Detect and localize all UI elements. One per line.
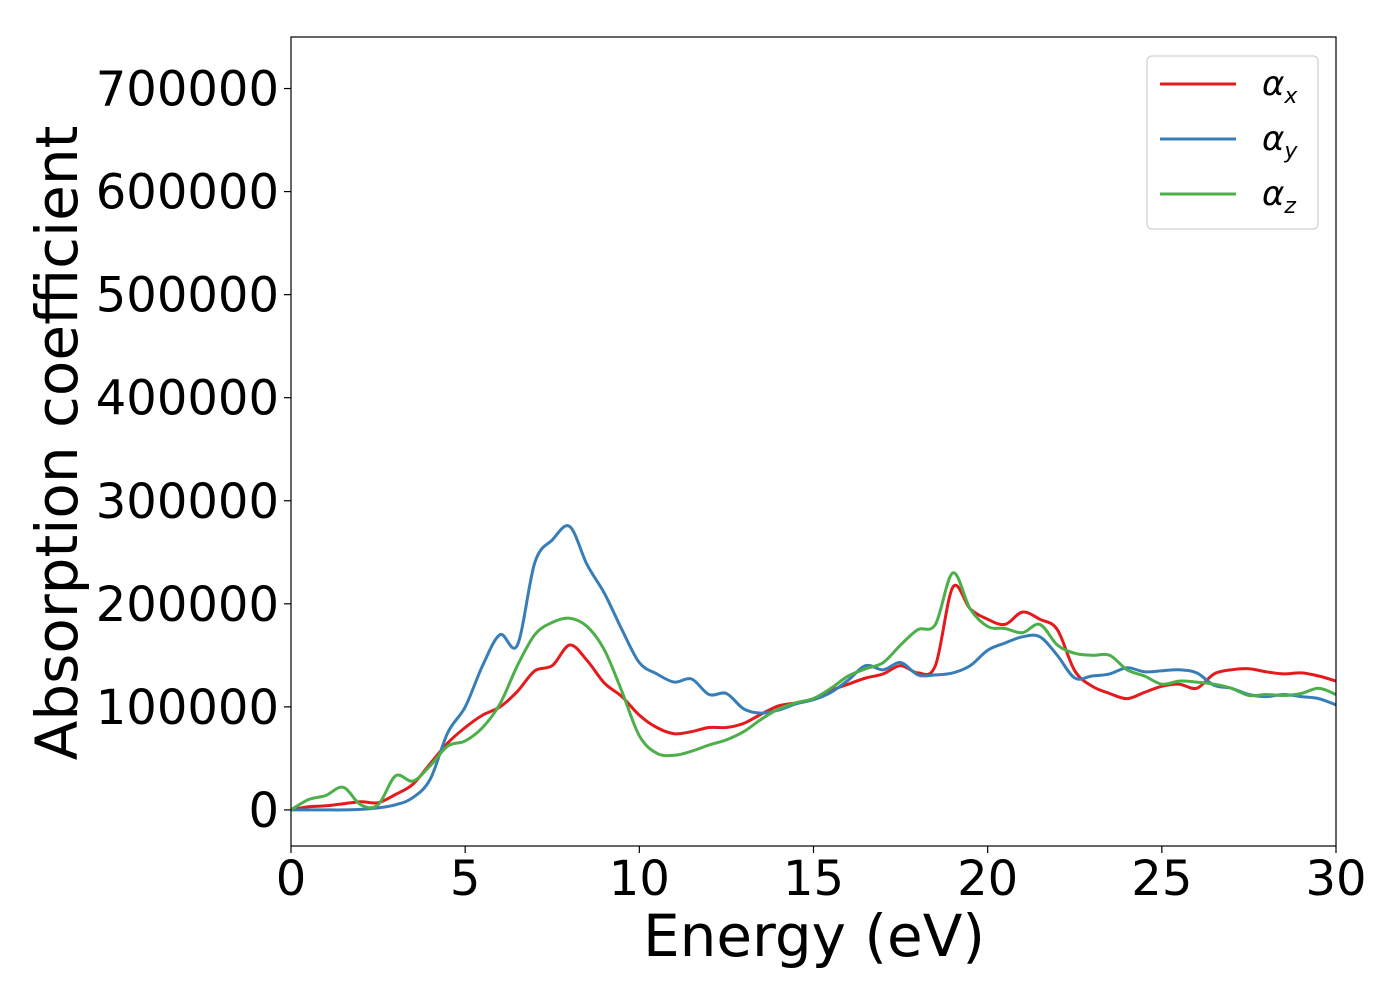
y-axis-label: Absorption coefficient xyxy=(23,126,91,761)
x-tick-label: 25 xyxy=(1131,851,1192,907)
x-tick-label: 30 xyxy=(1305,851,1366,907)
y-tick-label: 500000 xyxy=(96,268,279,324)
legend-box xyxy=(1146,55,1319,230)
y-tick-label: 400000 xyxy=(96,371,279,427)
legend-subscript: z xyxy=(1283,194,1296,219)
legend-subscript: y xyxy=(1283,139,1298,164)
y-tick-label: 200000 xyxy=(96,577,279,633)
y-tick-label: 300000 xyxy=(96,474,279,530)
y-tick-label: 0 xyxy=(248,783,279,839)
legend-subscript: x xyxy=(1283,84,1298,109)
x-tick-label: 5 xyxy=(450,851,481,907)
y-tick-label: 700000 xyxy=(96,62,279,118)
axes-layer: 0 5 10 15 20 25 30 0 100000 200000 300000 400000 500… xyxy=(96,36,1367,907)
series-layer xyxy=(291,524,1336,812)
x-axis-label: Energy (eV) xyxy=(643,902,985,970)
x-tick-label: 20 xyxy=(957,851,1018,907)
series-line-z xyxy=(291,571,1336,812)
y-tick-label: 600000 xyxy=(96,165,279,221)
y-tick-label: 100000 xyxy=(96,680,279,736)
x-tick-label: 0 xyxy=(276,851,307,907)
x-tick-label: 10 xyxy=(609,851,670,907)
x-tick-label: 15 xyxy=(783,851,844,907)
